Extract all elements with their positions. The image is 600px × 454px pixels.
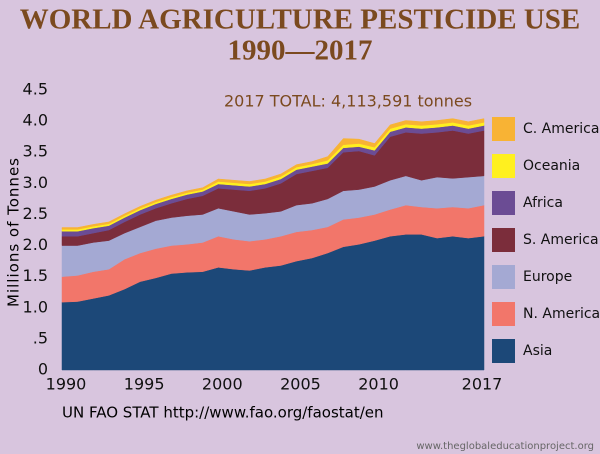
legend-swatch bbox=[492, 191, 515, 215]
watermark: www.theglobaleducationproject.org bbox=[416, 441, 594, 452]
area bbox=[61, 118, 485, 230]
y-axis-label: Millions of Tonnes bbox=[5, 157, 23, 307]
legend-label: N. America bbox=[523, 306, 600, 322]
plot-area bbox=[61, 118, 485, 371]
legend-swatch bbox=[492, 265, 515, 289]
legend-label: Europe bbox=[523, 269, 572, 285]
chart-subtitle: 1990—2017 bbox=[228, 35, 373, 67]
legend-label: C. America bbox=[523, 121, 599, 137]
legend-label: Oceania bbox=[523, 158, 580, 174]
source: UN FAO STAT http://www.fao.org/faostat/e… bbox=[62, 404, 384, 422]
legend-swatch bbox=[492, 339, 515, 363]
y-tick-label: 0 bbox=[38, 360, 48, 379]
x-tick-label: 2017 bbox=[462, 375, 503, 394]
y-tick-label: 3.0 bbox=[23, 173, 48, 192]
y-tick-label: 3.5 bbox=[23, 142, 48, 161]
x-tick-label: 1990 bbox=[46, 375, 87, 394]
legend-label: Asia bbox=[523, 343, 552, 359]
chart-title: WORLD AGRICULTURE PESTICIDE USE bbox=[20, 4, 581, 36]
legend-swatch bbox=[492, 154, 515, 178]
y-tick-label: 4.0 bbox=[23, 111, 48, 130]
y-tick-label: .5 bbox=[33, 328, 48, 347]
legend-swatch bbox=[492, 228, 515, 252]
x-tick-label: 2010 bbox=[358, 375, 399, 394]
legend-swatch bbox=[492, 117, 515, 141]
y-tick-label: 2.5 bbox=[23, 204, 48, 223]
x-tick-label: 1995 bbox=[124, 375, 165, 394]
legend-label: Africa bbox=[523, 195, 563, 211]
x-tick-label: 2005 bbox=[280, 375, 321, 394]
y-tick-label: 4.5 bbox=[23, 80, 48, 99]
legend-label: S. America bbox=[523, 232, 599, 248]
y-tick-label: 2.0 bbox=[23, 235, 48, 254]
x-tick-label: 2000 bbox=[202, 375, 243, 394]
y-tick-label: 1.0 bbox=[23, 297, 48, 316]
legend-swatch bbox=[492, 302, 515, 326]
annotation: 2017 TOTAL: 4,113,591 tonnes bbox=[224, 92, 472, 111]
y-tick-label: 1.5 bbox=[23, 266, 48, 285]
